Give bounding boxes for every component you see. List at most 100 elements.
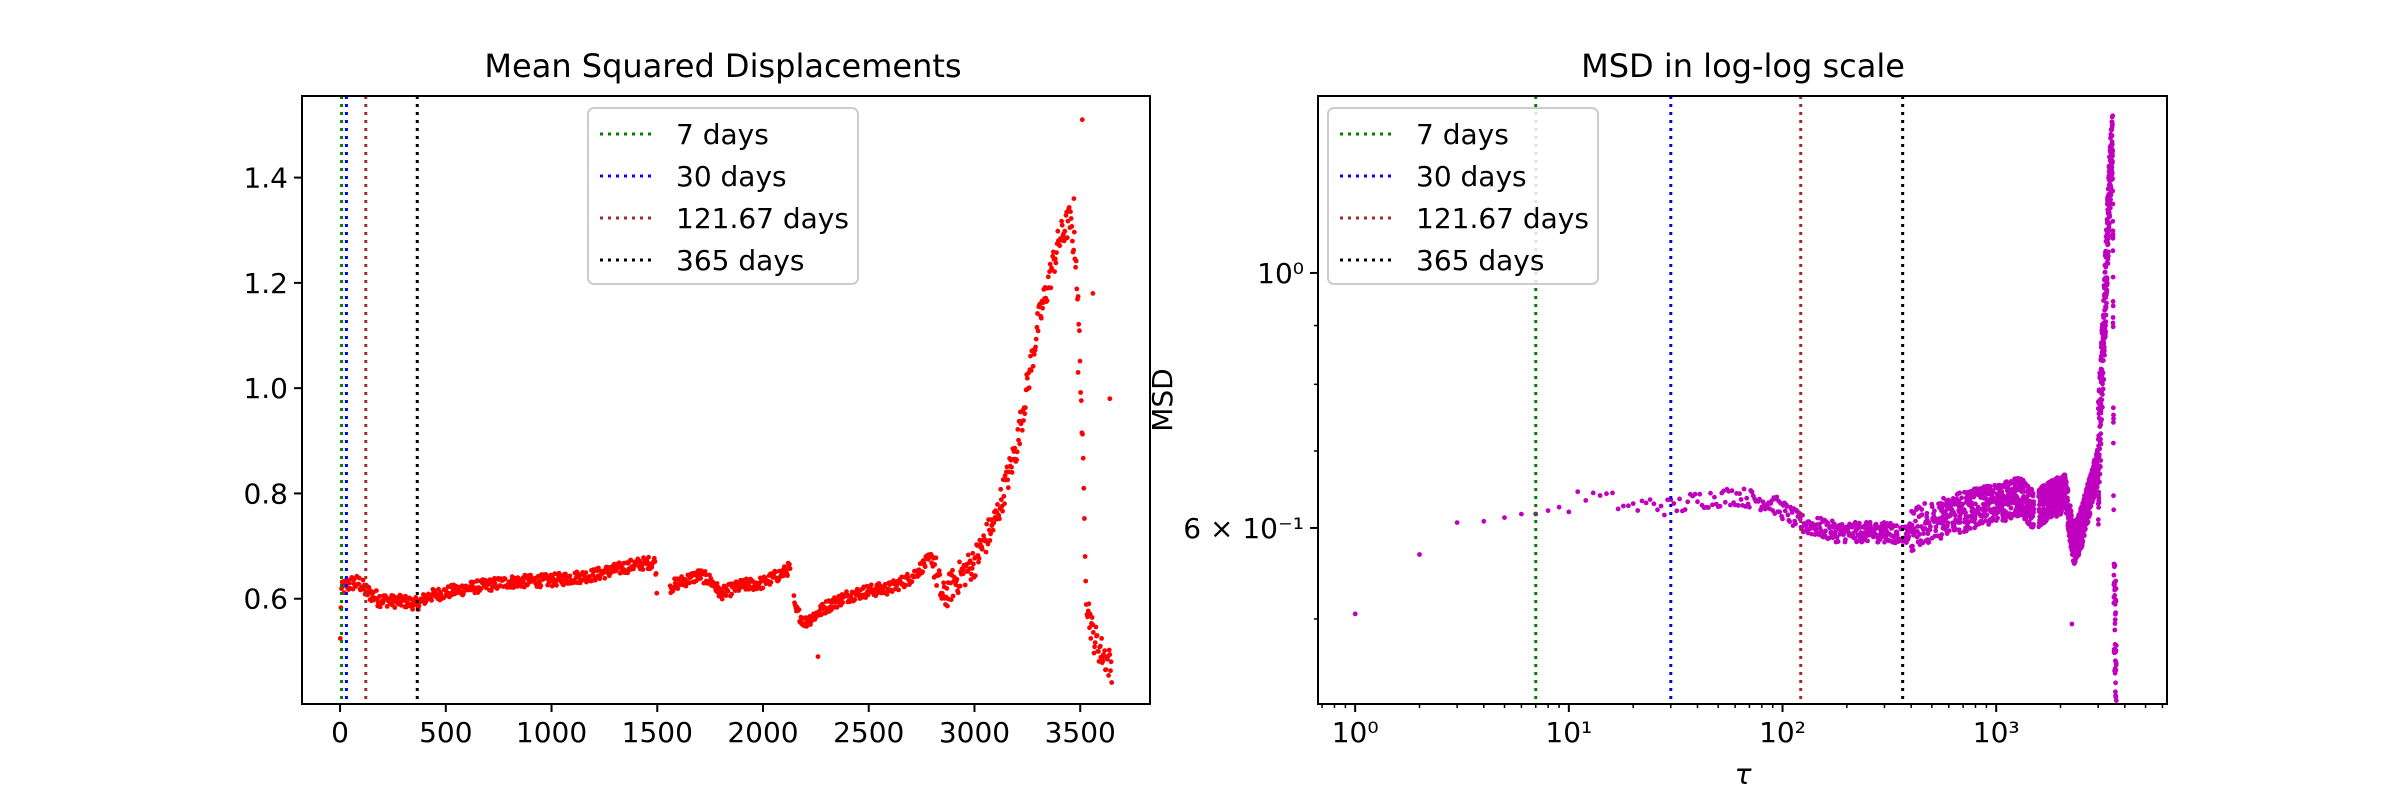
- data-point: [1065, 218, 1071, 224]
- data-point: [653, 571, 659, 576]
- data-point: [1069, 224, 1075, 229]
- data-point: [1835, 539, 1841, 544]
- data-point: [948, 597, 954, 603]
- data-point: [1935, 520, 1941, 526]
- data-point: [1071, 196, 1077, 202]
- data-point: [1040, 305, 1045, 311]
- data-point: [1002, 473, 1008, 478]
- data-point: [2031, 522, 2036, 527]
- data-point: [1793, 521, 1798, 527]
- data-point: [1047, 261, 1053, 267]
- data-point: [1910, 547, 1916, 553]
- data-point: [2102, 352, 2107, 358]
- data-point: [605, 564, 610, 570]
- data-point: [1952, 512, 1958, 518]
- data-point: [1417, 552, 1422, 557]
- data-point: [1575, 489, 1581, 495]
- data-point: [1819, 528, 1824, 534]
- chart-title: Mean Squared Displacements: [484, 47, 961, 85]
- data-point: [1597, 493, 1603, 498]
- data-point: [1070, 238, 1075, 244]
- data-point: [2098, 458, 2104, 463]
- data-point: [791, 593, 797, 598]
- y-axis-ticks: 6 × 10⁻¹ 10⁰: [1183, 257, 1318, 620]
- data-point: [1833, 529, 1838, 535]
- data-point: [729, 591, 735, 597]
- data-point: [2088, 503, 2094, 509]
- data-point: [1823, 528, 1828, 534]
- data-point: [1639, 498, 1645, 504]
- data-point: [1000, 508, 1005, 514]
- data-point: [2098, 441, 2104, 447]
- data-point: [1102, 648, 1108, 653]
- data-point: [773, 569, 778, 575]
- data-point: [2113, 643, 2119, 648]
- data-point: [377, 604, 383, 610]
- y-tick-label: 0.6: [243, 583, 288, 616]
- data-point: [2113, 586, 2119, 591]
- data-point: [1079, 117, 1085, 123]
- data-point: [2095, 517, 2101, 522]
- data-point: [1780, 516, 1785, 522]
- data-point: [1913, 518, 1918, 524]
- data-point: [398, 602, 404, 608]
- data-point: [1015, 427, 1021, 432]
- data-point: [1957, 519, 1963, 525]
- data-point: [1583, 498, 1589, 503]
- data-point: [1921, 531, 1926, 536]
- data-point: [392, 605, 398, 610]
- legend-label: 7 days: [1416, 118, 1509, 151]
- data-point: [2080, 538, 2086, 544]
- data-point: [785, 573, 790, 578]
- data-point: [762, 575, 768, 581]
- data-point: [528, 572, 533, 578]
- data-point: [2111, 412, 2116, 418]
- data-point: [1615, 506, 1621, 512]
- data-point: [1919, 507, 1925, 512]
- legend-label: 121.67 days: [1416, 202, 1589, 235]
- data-point: [1708, 490, 1713, 496]
- data-point: [882, 581, 888, 587]
- data-point: [2099, 397, 2105, 403]
- data-point: [1722, 499, 1728, 505]
- data-point: [1074, 286, 1080, 292]
- x-tick-label: 10⁰: [1332, 716, 1379, 749]
- data-point: [1658, 503, 1664, 509]
- data-point: [1073, 258, 1079, 264]
- data-point: [1787, 519, 1793, 524]
- data-point: [1071, 229, 1077, 235]
- data-point: [1038, 315, 1044, 321]
- data-point: [1757, 496, 1762, 502]
- data-point: [1939, 532, 1945, 537]
- data-point: [903, 582, 908, 588]
- data-point: [976, 559, 981, 565]
- data-point: [1108, 668, 1113, 674]
- data-point: [2103, 312, 2109, 318]
- legend-label: 121.67 days: [676, 202, 849, 235]
- data-point: [1054, 250, 1059, 256]
- data-point: [646, 554, 651, 560]
- x-tick-label: 10¹: [1545, 716, 1592, 749]
- data-point: [2101, 340, 2107, 346]
- data-point: [1922, 501, 1928, 506]
- data-point: [2101, 377, 2107, 382]
- data-point: [377, 593, 382, 599]
- x-tick-label: 2500: [833, 716, 904, 749]
- data-point: [945, 603, 950, 609]
- data-point: [1080, 431, 1085, 437]
- data-point: [965, 552, 971, 558]
- data-point: [1021, 418, 1026, 423]
- data-point: [2097, 471, 2103, 477]
- data-point: [988, 517, 994, 522]
- data-point: [844, 589, 849, 595]
- data-point: [2082, 533, 2087, 538]
- data-point: [971, 561, 976, 567]
- data-point: [991, 520, 997, 526]
- data-point: [416, 603, 422, 609]
- data-point: [2110, 159, 2115, 165]
- data-point: [1082, 554, 1088, 559]
- data-point: [554, 582, 559, 588]
- data-point: [1685, 499, 1691, 505]
- data-point: [478, 586, 484, 592]
